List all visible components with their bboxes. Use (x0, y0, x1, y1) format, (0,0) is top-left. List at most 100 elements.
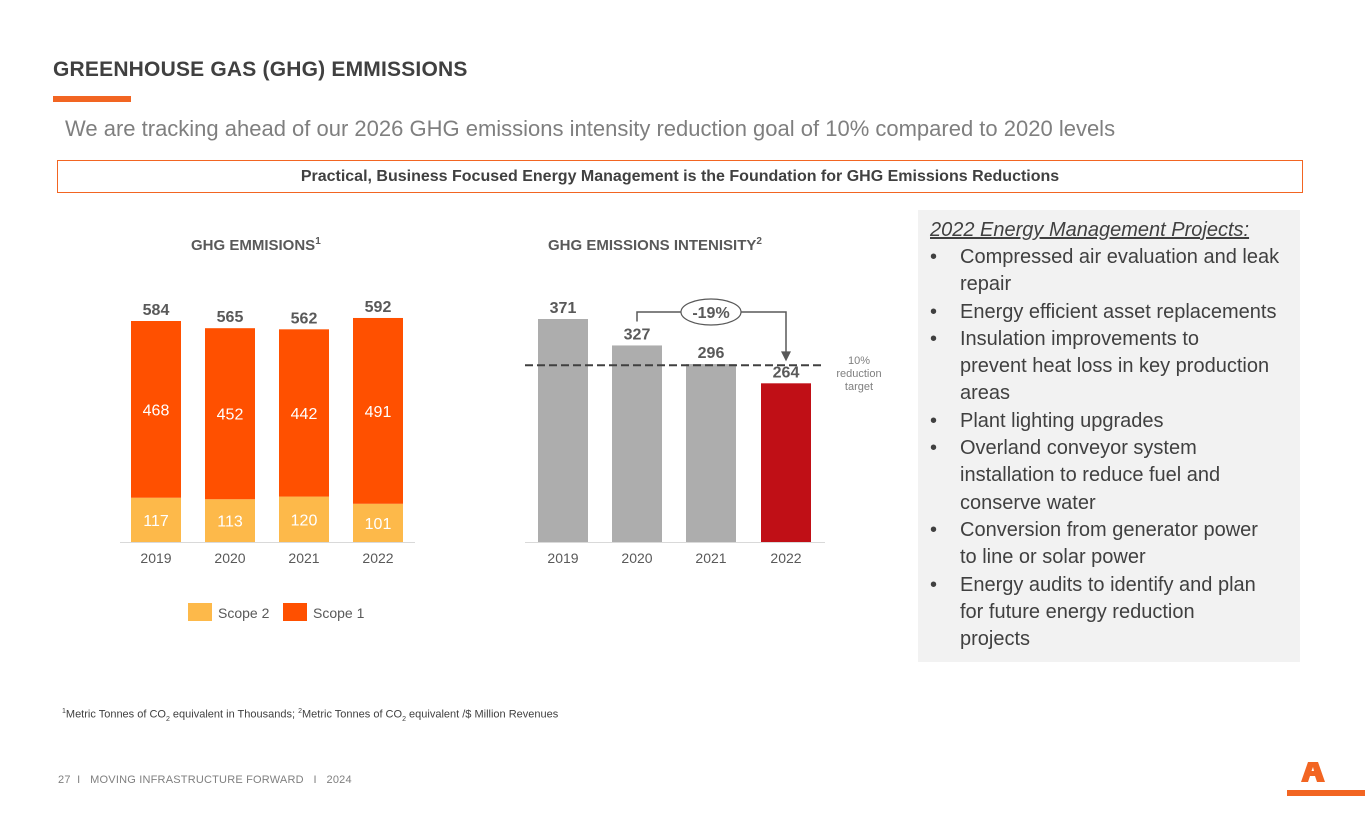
footnote-text: equivalent /$ Million Revenues (405, 708, 559, 721)
bar-scope1-2020 (205, 328, 255, 500)
bullet-icon: • (930, 409, 938, 432)
chart-title-text: GHG EMISSIONS INTENISITY (548, 237, 757, 254)
bar-scope2-2021 (279, 496, 329, 542)
legend-label-scope1: Scope 1 (313, 605, 365, 621)
project-item: • Overland conveyor system installation to… (930, 435, 1290, 517)
legend-swatch-scope2 (188, 603, 212, 621)
bullet-icon: • (930, 327, 938, 350)
project-item-line: Overland conveyor system (960, 437, 1197, 460)
chart-title-sup: 2 (756, 236, 762, 247)
bar-intensity-2022 (761, 383, 811, 542)
data-label-total: 592 (365, 299, 392, 316)
footnote-sub: 2 (165, 715, 170, 723)
page-footer: 27 I MOVING INFRASTRUCTURE FORWARD I 202… (58, 774, 352, 786)
bar-intensity-2021 (686, 364, 736, 542)
data-label-scope1: 442 (291, 406, 318, 423)
x-tick-label: 2021 (288, 550, 319, 566)
bullet-icon: • (930, 437, 938, 460)
x-tick-label: 2019 (547, 550, 578, 566)
bullet-icon: • (930, 300, 938, 323)
project-item: • Plant lighting upgrades (930, 408, 1290, 435)
x-tick-label: 2022 (770, 550, 801, 566)
project-item: • Energy audits to identify and plan for f… (930, 572, 1290, 654)
project-item-line: Plant lighting upgrades (960, 409, 1164, 432)
title-underline (53, 96, 131, 102)
legend-swatch-scope1 (283, 603, 307, 621)
footnote-sup: 2 (298, 708, 302, 715)
data-label-scope2: 101 (365, 516, 392, 533)
panel-heading: 2022 Energy Management Projects: (930, 219, 1250, 241)
data-label-total: 584 (143, 302, 170, 319)
bar-scope1-2021 (279, 329, 329, 497)
data-label-total: 562 (291, 310, 318, 327)
project-item: • Energy efficient asset replacements (930, 299, 1290, 326)
project-item-line: Energy efficient asset replacements (960, 300, 1277, 323)
data-label-total: 565 (217, 309, 244, 326)
project-item-line: projects (960, 628, 1031, 651)
projects-list: • Compressed air evaluation and leak repai… (930, 244, 1290, 653)
legend-label-scope2: Scope 2 (218, 605, 270, 621)
company-logo-icon (1287, 762, 1365, 796)
project-item-line: conserve water (960, 491, 1096, 514)
reduction-label: -19% (692, 305, 729, 322)
data-label-intensity: 296 (698, 345, 725, 362)
bullet-icon: • (930, 573, 938, 596)
project-item-line: to line or solar power (960, 546, 1146, 569)
project-item-line: Energy audits to identify and plan (960, 573, 1256, 596)
bar-scope2-2019 (131, 497, 181, 542)
chart-title-sup: 1 (315, 236, 321, 247)
project-item: • Insulation improvements to prevent heat … (930, 326, 1290, 408)
x-tick-label: 2021 (695, 550, 726, 566)
project-item-line: Insulation improvements to (960, 327, 1200, 350)
footnote-sub: 2 (402, 715, 406, 723)
target-line-label: target (845, 381, 873, 393)
bullet-icon: • (930, 246, 938, 268)
bar-scope1-2019 (131, 321, 181, 498)
energy-projects-panel: 2022 Energy Management Projects: • Compre… (918, 210, 1300, 662)
data-label-scope2: 120 (291, 512, 318, 529)
project-item-line: Conversion from generator power (960, 518, 1258, 541)
bar-scope2-2020 (205, 499, 255, 542)
data-label-scope1: 452 (217, 407, 244, 424)
data-label-intensity: 371 (550, 300, 577, 317)
data-label-scope2: 117 (143, 513, 169, 530)
bar-intensity-2019 (538, 319, 588, 542)
x-tick-label: 2022 (362, 550, 393, 566)
bar-intensity-2020 (612, 345, 662, 542)
x-tick-label: 2019 (140, 550, 171, 566)
ghg-emissions-chart-title: GHG EMMISIONS1 (191, 236, 321, 254)
data-label-scope1: 468 (143, 402, 170, 419)
footnote-sup: 1 (62, 708, 66, 715)
project-item-line: areas (960, 382, 1011, 405)
project-item: • Conversion from generator power to line … (930, 517, 1290, 572)
project-item-line: Compressed air evaluation and leak (960, 246, 1280, 268)
reduction-badge (680, 298, 742, 326)
page-subtitle: We are tracking ahead of our 2026 GHG em… (65, 116, 1116, 141)
footnote-text: Metric Tonnes of CO (65, 708, 166, 721)
footnote-text: Metric Tonnes of CO (302, 708, 403, 721)
data-label-intensity: 327 (624, 326, 651, 343)
banner-text: Practical, Business Focused Energy Manag… (300, 167, 1060, 185)
data-label-scope1: 491 (365, 404, 392, 421)
data-label-intensity: 264 (773, 364, 800, 381)
banner: Practical, Business Focused Energy Manag… (57, 160, 1303, 193)
footnote: 1Metric Tonnes of CO2 equivalent in Thou… (62, 708, 558, 723)
reduction-arrow-icon (781, 351, 791, 362)
data-label-scope2: 113 (217, 514, 243, 531)
project-item-line: installation to reduce fuel and (960, 464, 1221, 487)
project-item: • Compressed air evaluation and leak repai… (930, 244, 1290, 299)
footnote-text: equivalent in Thousands; (169, 708, 299, 721)
project-item-line: for future energy reduction (960, 600, 1195, 623)
bar-scope2-2022 (353, 503, 403, 542)
chart-title-text: GHG EMMISIONS (191, 237, 316, 254)
project-item-line: repair (960, 273, 1012, 296)
page-title: GREENHOUSE GAS (GHG) EMMISSIONS (53, 58, 468, 81)
ghg-intensity-chart-title: GHG EMISSIONS INTENISITY2 (548, 236, 762, 254)
target-line-label: 10% (848, 355, 870, 367)
target-line-label: reduction (836, 368, 881, 380)
bar-scope1-2022 (353, 317, 403, 504)
x-tick-label: 2020 (621, 550, 652, 566)
x-tick-label: 2020 (214, 550, 245, 566)
